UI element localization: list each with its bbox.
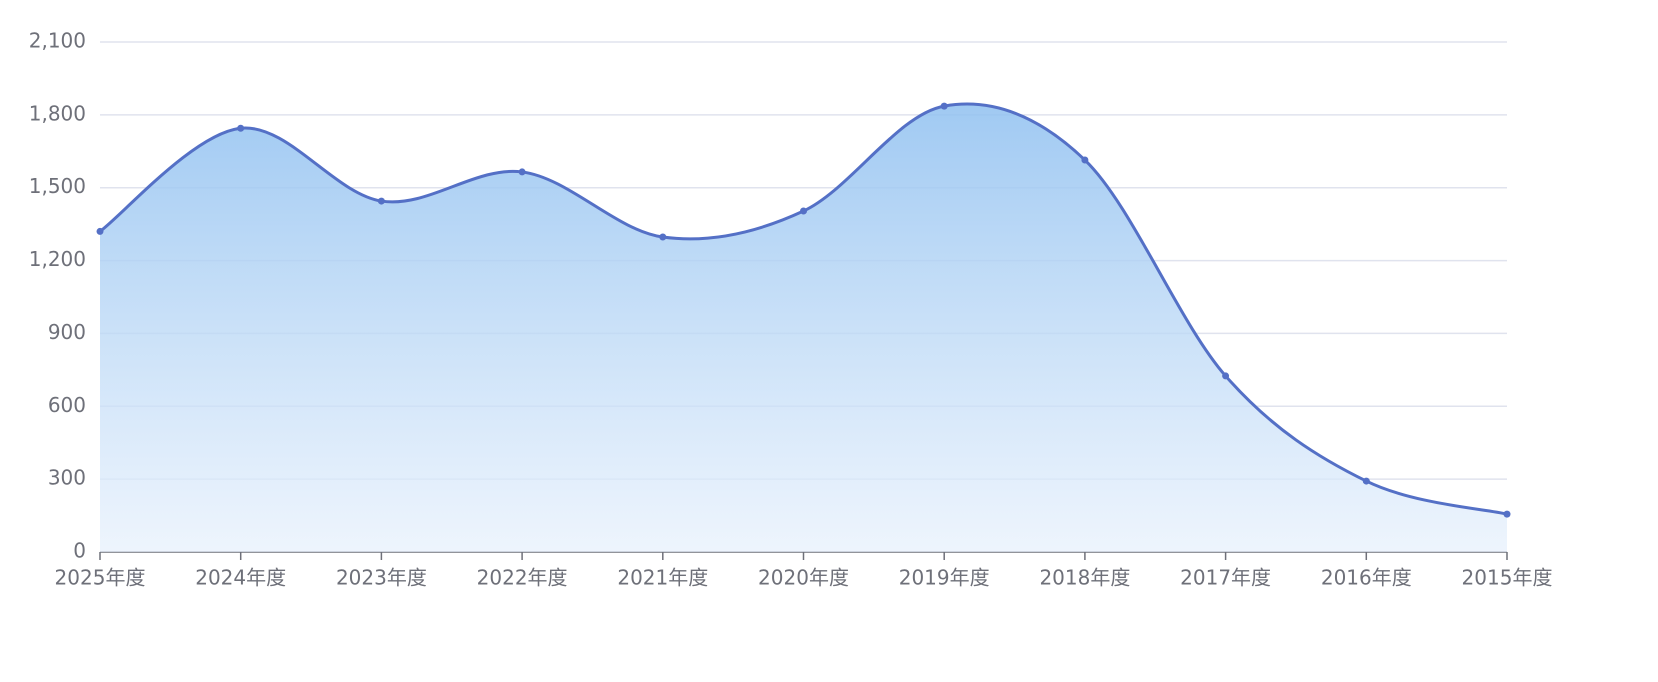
x-tick-label: 2021年度 xyxy=(617,566,708,590)
y-tick-label: 1,500 xyxy=(29,174,86,198)
point xyxy=(940,102,948,110)
x-tick-label: 2023年度 xyxy=(336,566,427,590)
line xyxy=(99,102,1508,516)
point xyxy=(1503,510,1511,518)
x-tick-label: 2017年度 xyxy=(1180,566,1271,590)
x-tick-label: 2018年度 xyxy=(1039,566,1130,590)
y-tick-label: 300 xyxy=(48,466,86,490)
x-tick-label: 2020年度 xyxy=(758,566,849,590)
y-tick-label: 0 xyxy=(73,539,86,563)
point xyxy=(1222,372,1230,380)
x-tick-label: 2019年度 xyxy=(899,566,990,590)
y-tick-label: 1,800 xyxy=(29,101,86,125)
x-tick-label: 2015年度 xyxy=(1462,566,1553,590)
point xyxy=(800,207,807,215)
point xyxy=(96,227,104,235)
point xyxy=(1081,156,1089,164)
x-tick-label: 2016年度 xyxy=(1321,566,1412,590)
point xyxy=(377,197,385,205)
x-tick-label: 2025年度 xyxy=(55,566,146,590)
area xyxy=(100,104,1507,552)
x-tick-label: 2024年度 xyxy=(195,566,286,590)
x-tick-label: 2022年度 xyxy=(477,566,568,590)
point xyxy=(659,233,667,241)
point xyxy=(237,124,245,132)
point xyxy=(1362,477,1370,485)
y-tick-label: 900 xyxy=(48,320,86,344)
y-tick-label: 2,100 xyxy=(29,29,86,53)
point xyxy=(518,168,526,176)
y-tick-label: 1,200 xyxy=(29,247,86,271)
y-tick-label: 600 xyxy=(48,393,86,417)
